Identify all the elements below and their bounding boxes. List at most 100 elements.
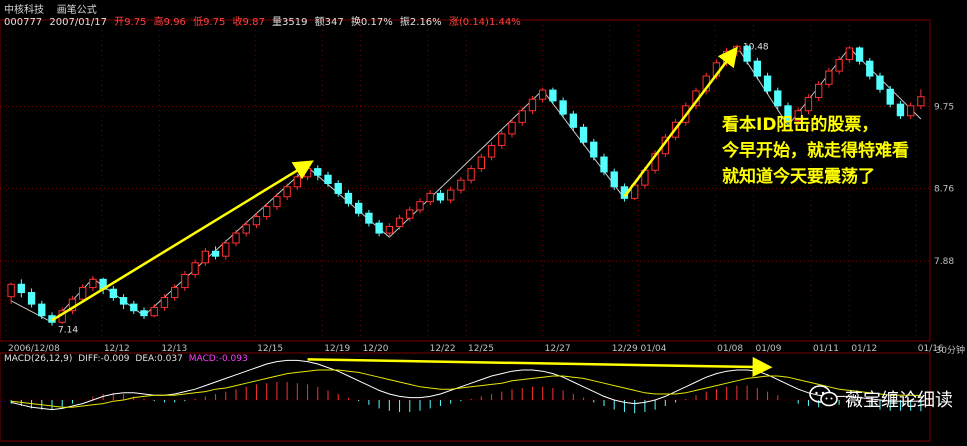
candle-down	[774, 90, 782, 107]
candle-up	[804, 97, 813, 112]
amount: 额347	[314, 17, 344, 28]
x-tick-label: 01/11	[813, 344, 839, 354]
y-axis-labels: 9.75 8.76 7.88	[934, 103, 954, 268]
x-tick-label: 01/08	[717, 344, 743, 354]
candle-up	[498, 133, 506, 146]
candle-up	[283, 186, 291, 198]
chart-title-bar: 中核科技 画笔公式	[4, 1, 97, 16]
price-label: 10.48	[743, 42, 769, 52]
formula-name: 画笔公式	[56, 5, 97, 16]
quote-bar: 000777 2007/01/17 开9.75 高9.96 低9.75 收9.8…	[4, 13, 525, 28]
up-arrow-1	[51, 160, 314, 322]
trend-arrows	[51, 46, 773, 377]
candle-down	[334, 182, 342, 194]
candle-up	[293, 176, 302, 188]
amplitude: 振2.16%	[399, 17, 442, 28]
candle-up	[825, 70, 833, 85]
candle-down	[109, 288, 118, 299]
wechat-icon	[809, 384, 839, 413]
macd-dea-value: DEA:0.037	[135, 354, 183, 364]
x-tick-label: 12/27	[545, 344, 571, 354]
macd-header: MACD(26,12,9) DIFF:-0.009 DEA:0.037 MACD…	[4, 354, 251, 364]
candle-down	[344, 192, 353, 204]
candle-up	[170, 287, 179, 299]
candle-up	[303, 168, 312, 178]
candle-up	[252, 216, 261, 226]
candle-up	[477, 156, 486, 170]
candle-down	[753, 60, 762, 77]
candle-down	[375, 222, 383, 234]
candle-down	[866, 60, 874, 77]
price-change: 涨(0.14)1.44%	[448, 17, 521, 28]
annotation-text: 看本ID阻击的股票， 今早开始，就走得特难看 就知道今天要震荡了	[722, 112, 942, 190]
candle-up	[201, 250, 210, 264]
candle-up	[232, 232, 240, 244]
candle-up	[242, 224, 250, 234]
watermark-text: 薇宝缠论细读	[845, 389, 953, 411]
candle-up	[160, 297, 169, 308]
candles	[7, 44, 925, 326]
x-tick-label: 01/04	[641, 344, 667, 354]
x-tick-label: 12/12	[104, 344, 130, 354]
quote-date: 2007/01/17	[49, 17, 108, 28]
candle-down	[27, 292, 36, 305]
candle-up	[814, 83, 823, 99]
annotation-line-2: 今早开始，就走得特难看	[722, 141, 909, 161]
x-tick-label: 12/22	[430, 344, 456, 354]
candle-up	[181, 273, 189, 289]
candle-up	[630, 184, 639, 199]
candle-up	[446, 189, 455, 201]
price-label: 7.14	[58, 325, 78, 335]
candle-up	[426, 192, 434, 203]
candle-up	[835, 59, 843, 72]
x-tick-label: 12/15	[257, 344, 283, 354]
candle-up	[222, 242, 230, 257]
stock-code: 000777	[4, 17, 43, 28]
candle-up	[89, 278, 97, 289]
candle-down	[743, 45, 751, 62]
candle-down	[896, 103, 905, 117]
price-labels: 10.48 7.14	[58, 42, 769, 335]
low-price: 低9.75	[193, 17, 226, 28]
candle-up	[508, 121, 516, 135]
x-tick-label: 12/29	[612, 344, 638, 354]
x-tick-label: 01/16	[918, 344, 944, 354]
candle-down	[38, 303, 46, 317]
candle-up	[528, 98, 537, 112]
candle-down	[569, 113, 578, 128]
candle-down	[17, 283, 26, 294]
candle-down	[314, 168, 322, 176]
candle-down	[886, 88, 894, 105]
turnover: 换0.17%	[350, 17, 393, 28]
candle-up	[262, 206, 271, 218]
candle-up	[917, 96, 925, 107]
x-tick-label: 12/20	[363, 344, 389, 354]
watermark: 薇宝缠论细读	[809, 384, 953, 413]
x-tick-label: 01/09	[756, 344, 782, 354]
candle-up	[457, 179, 465, 191]
candle-down	[354, 202, 363, 214]
candle-down	[600, 156, 608, 173]
candle-up	[538, 89, 547, 100]
timeframe-label: 30分钟	[935, 346, 965, 356]
candle-up	[273, 196, 281, 208]
candle-down	[784, 105, 792, 122]
grid-lines	[0, 20, 930, 341]
candle-down	[365, 212, 373, 224]
candle-down	[436, 192, 445, 201]
candle-up	[78, 287, 87, 300]
x-tick-label: 01/12	[851, 344, 877, 354]
candle-down	[559, 100, 567, 115]
volume: 量3519	[272, 17, 308, 28]
candle-down	[855, 47, 864, 62]
candle-up	[794, 110, 802, 122]
candle-down	[579, 126, 588, 143]
candle-down	[140, 310, 148, 317]
candle-up	[487, 144, 496, 158]
macd-panel-frame	[0, 352, 931, 442]
candle-up	[416, 201, 424, 211]
macd-value: MACD:-0.093	[188, 354, 248, 364]
y-tick-label: 7.88	[934, 257, 954, 267]
candle-down	[549, 89, 557, 102]
